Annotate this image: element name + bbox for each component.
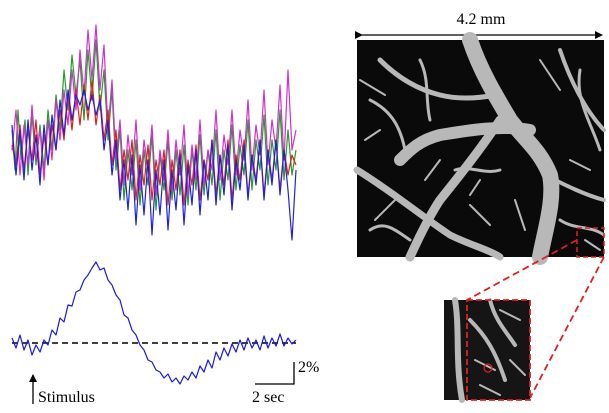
amplitude-scale-label: 2% [298, 359, 319, 376]
zoom-connector [466, 239, 578, 301]
trace-blue [11, 89, 297, 241]
stimulus-label: Stimulus [38, 389, 95, 406]
trace-magenta [11, 24, 297, 196]
scale-bar [255, 362, 295, 385]
vessel-image [353, 32, 606, 265]
image-scale-label: 4.2 mm [457, 11, 506, 28]
inset-frame [466, 299, 531, 401]
zoom-region [576, 227, 605, 258]
single-trial-traces [11, 24, 297, 241]
inset-image [444, 297, 530, 403]
zoom-connector [529, 256, 605, 399]
average-trace [11, 261, 297, 385]
time-scale-label: 2 sec [252, 389, 284, 406]
